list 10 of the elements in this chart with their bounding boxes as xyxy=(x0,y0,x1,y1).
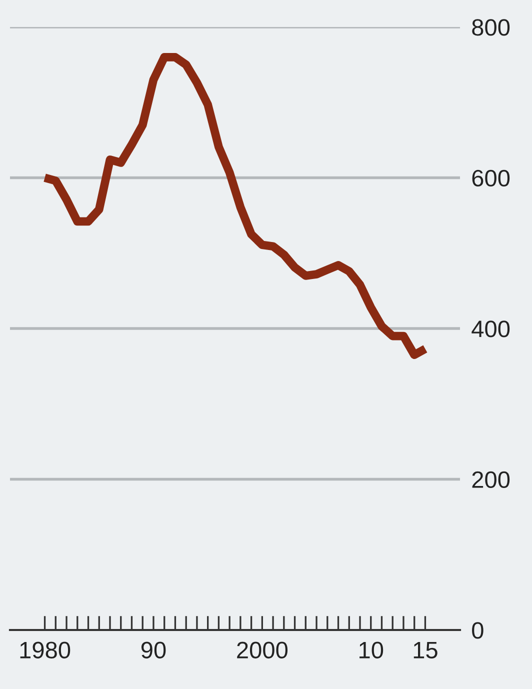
y-tick-label: 600 xyxy=(472,170,510,187)
x-tick-label: 10 xyxy=(360,642,384,658)
y-tick-label: 800 xyxy=(472,19,510,36)
x-tick-label: 2000 xyxy=(237,642,288,658)
x-tick-label: 1980 xyxy=(20,642,70,658)
x-tick-label: 15 xyxy=(414,642,438,658)
y-tick-label: 400 xyxy=(472,320,510,338)
x-tick-label: 90 xyxy=(141,642,166,658)
y-tick-label: 0 xyxy=(472,622,484,639)
y-tick-label: 200 xyxy=(472,471,510,488)
